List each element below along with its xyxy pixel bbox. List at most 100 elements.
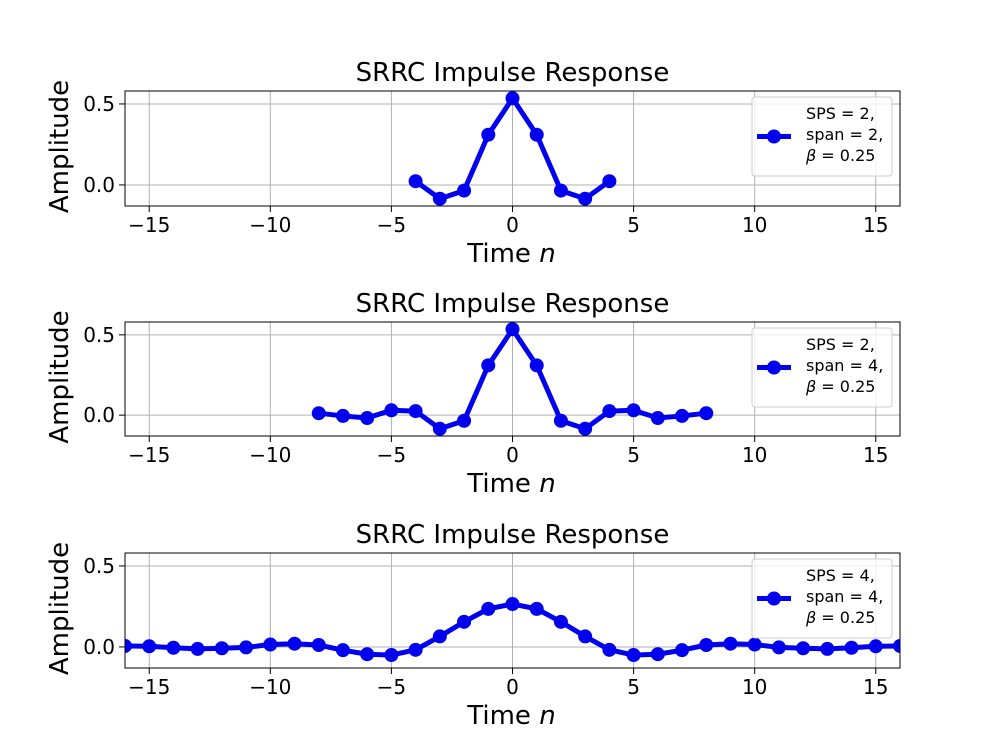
data-point <box>457 183 472 198</box>
data-point <box>699 406 714 421</box>
data-point <box>553 614 568 629</box>
y-tick-label: 0.0 <box>83 173 115 197</box>
data-point <box>699 638 714 652</box>
legend: SPS = 4, span = 4, β = 0.25 <box>751 558 893 639</box>
x-tick-label: 0 <box>506 213 519 237</box>
data-point <box>481 127 496 142</box>
legend-text-line: SPS = 4, <box>806 566 875 585</box>
x-axis-label-variable: n <box>539 239 555 269</box>
legend-symbol: β <box>805 608 816 627</box>
data-point <box>893 638 900 653</box>
axes-frame <box>124 90 901 207</box>
data-point <box>602 404 617 419</box>
x-tick-label: −5 <box>377 675 406 699</box>
data-point <box>602 174 617 189</box>
legend: SPS = 2, span = 2, β = 0.25 <box>751 96 893 177</box>
plot-area <box>408 91 617 206</box>
data-point <box>384 648 399 663</box>
data-point <box>142 639 157 654</box>
data-point <box>239 640 254 655</box>
data-point <box>505 91 520 106</box>
legend-text-line: β = 0.25 <box>805 608 875 627</box>
y-tick-label: 0.0 <box>83 403 115 427</box>
data-point <box>529 601 544 616</box>
x-tick-label: 0 <box>506 443 519 467</box>
data-point <box>868 639 883 654</box>
data-point <box>432 629 447 644</box>
x-axis-label-variable: n <box>539 469 555 499</box>
x-axis-label-space <box>531 469 539 499</box>
x-axis-label: Time n <box>466 469 555 499</box>
x-axis-label-space <box>531 701 539 731</box>
data-point <box>723 636 738 651</box>
data-point <box>553 413 568 428</box>
x-tick-label: −5 <box>377 443 406 467</box>
data-point <box>578 421 593 436</box>
data-point <box>408 642 423 657</box>
x-tick-label: 15 <box>863 213 888 237</box>
data-point <box>457 413 472 428</box>
data-point <box>384 403 399 418</box>
legend-marker <box>767 129 781 144</box>
x-tick-label: 5 <box>627 213 640 237</box>
data-point <box>602 642 617 657</box>
data-point <box>125 638 132 653</box>
axes-frame <box>124 552 901 669</box>
data-point <box>481 358 496 373</box>
data-point <box>214 641 229 656</box>
legend-value: = 0.25 <box>816 608 875 627</box>
x-tick-label: −15 <box>128 443 170 467</box>
x-tick-label: −10 <box>249 443 291 467</box>
legend-frame <box>751 558 893 639</box>
subplot-3: −15 −10 −5 0 5 10 15 0.0 0.5 SRRC Impulse Respons… <box>45 520 901 731</box>
plot-area <box>311 322 714 436</box>
x-tick-label: 10 <box>742 675 767 699</box>
data-point <box>408 174 423 189</box>
data-point <box>457 614 472 629</box>
data-point <box>675 408 690 423</box>
plot-area <box>125 597 900 663</box>
x-axis-label-text: Time <box>466 239 531 269</box>
data-point <box>529 127 544 142</box>
data-point <box>626 648 641 663</box>
legend-text-line: SPS = 2, <box>806 335 875 354</box>
x-tick-label: 5 <box>627 675 640 699</box>
data-point <box>360 647 375 662</box>
data-point <box>311 638 326 652</box>
legend-marker <box>767 360 781 375</box>
data-point <box>675 643 690 658</box>
x-tick-label: −15 <box>128 213 170 237</box>
x-axis-label-variable: n <box>539 701 555 731</box>
data-point <box>820 641 835 656</box>
legend-text-line: span = 2, <box>806 125 883 144</box>
legend-marker <box>767 591 781 606</box>
chart-title: SRRC Impulse Response <box>356 289 670 319</box>
y-tick-label: 0.5 <box>83 92 115 116</box>
data-point <box>335 643 350 658</box>
data-point <box>771 640 786 655</box>
legend: SPS = 2, span = 4, β = 0.25 <box>751 327 893 408</box>
y-tick-label: 0.0 <box>83 635 115 659</box>
axes-frame <box>124 321 901 437</box>
x-tick-label: 15 <box>863 443 888 467</box>
x-tick-label: 0 <box>506 675 519 699</box>
data-point <box>578 191 593 206</box>
data-point <box>263 637 278 652</box>
legend-text-line: β = 0.25 <box>805 377 875 396</box>
legend-text-line: β = 0.25 <box>805 146 875 165</box>
data-point <box>747 637 762 652</box>
x-axis-label: Time n <box>466 239 555 269</box>
x-tick-label: 15 <box>863 675 888 699</box>
legend-text-line: span = 4, <box>806 356 883 375</box>
data-point <box>553 183 568 198</box>
legend-symbol: β <box>805 146 816 165</box>
x-tick-label: −10 <box>249 213 291 237</box>
x-axis-label-space <box>531 239 539 269</box>
y-axis-label: Amplitude <box>45 80 75 213</box>
x-tick-label: −15 <box>128 675 170 699</box>
x-axis-label-text: Time <box>466 701 531 731</box>
data-point <box>335 408 350 423</box>
data-point <box>190 641 205 656</box>
x-axis-label-text: Time <box>466 469 531 499</box>
